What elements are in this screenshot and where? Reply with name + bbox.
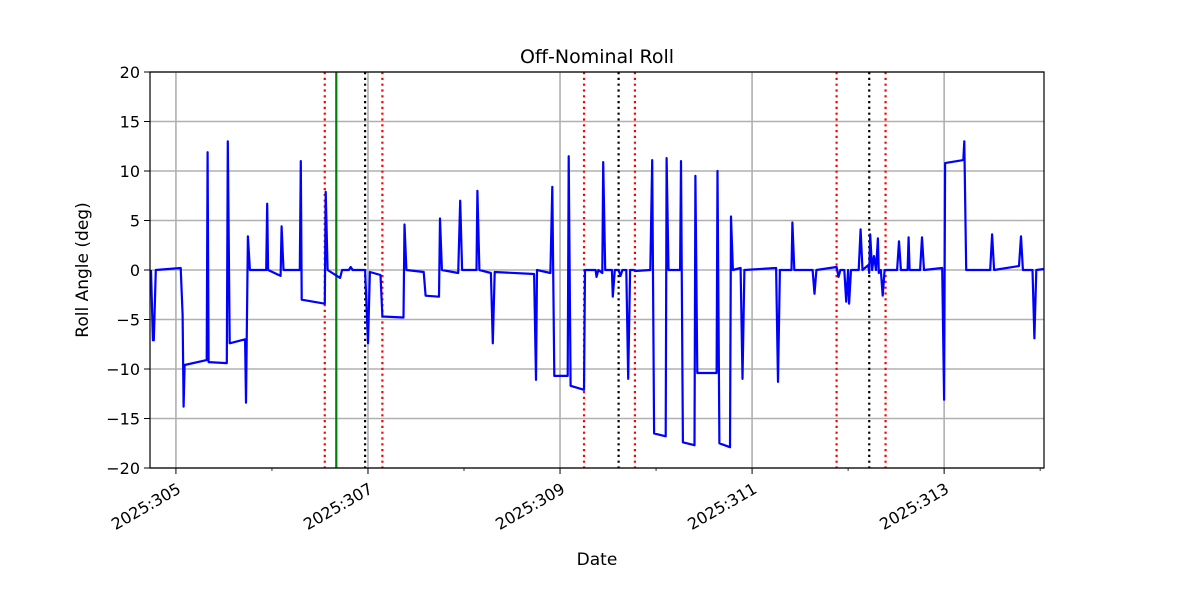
y-tick-label: 10 (120, 162, 140, 181)
series-layer (149, 140, 1045, 449)
y-tick-label: 0 (130, 261, 140, 280)
y-tick-label: −10 (106, 360, 140, 379)
x-tick-label: 2025:305 (108, 479, 184, 534)
y-tick-label: −5 (116, 311, 140, 330)
y-tick-label: −20 (106, 459, 140, 478)
y-axis-label: Roll Angle (deg) (73, 202, 93, 337)
x-tick-label: 2025:313 (876, 479, 952, 534)
y-tick-label: 20 (120, 63, 140, 82)
x-tick-label: 2025:311 (684, 479, 760, 534)
y-tick-label: −15 (106, 410, 140, 429)
chart-title: Off-Nominal Roll (520, 46, 674, 68)
x-tick-label: 2025:309 (492, 479, 568, 534)
y-tick-label: 5 (130, 212, 140, 231)
y-tick-label: 15 (120, 113, 140, 132)
x-axis-label: Date (577, 550, 618, 570)
x-tick-label: 2025:307 (300, 479, 376, 534)
series-line-roll (149, 140, 1045, 449)
